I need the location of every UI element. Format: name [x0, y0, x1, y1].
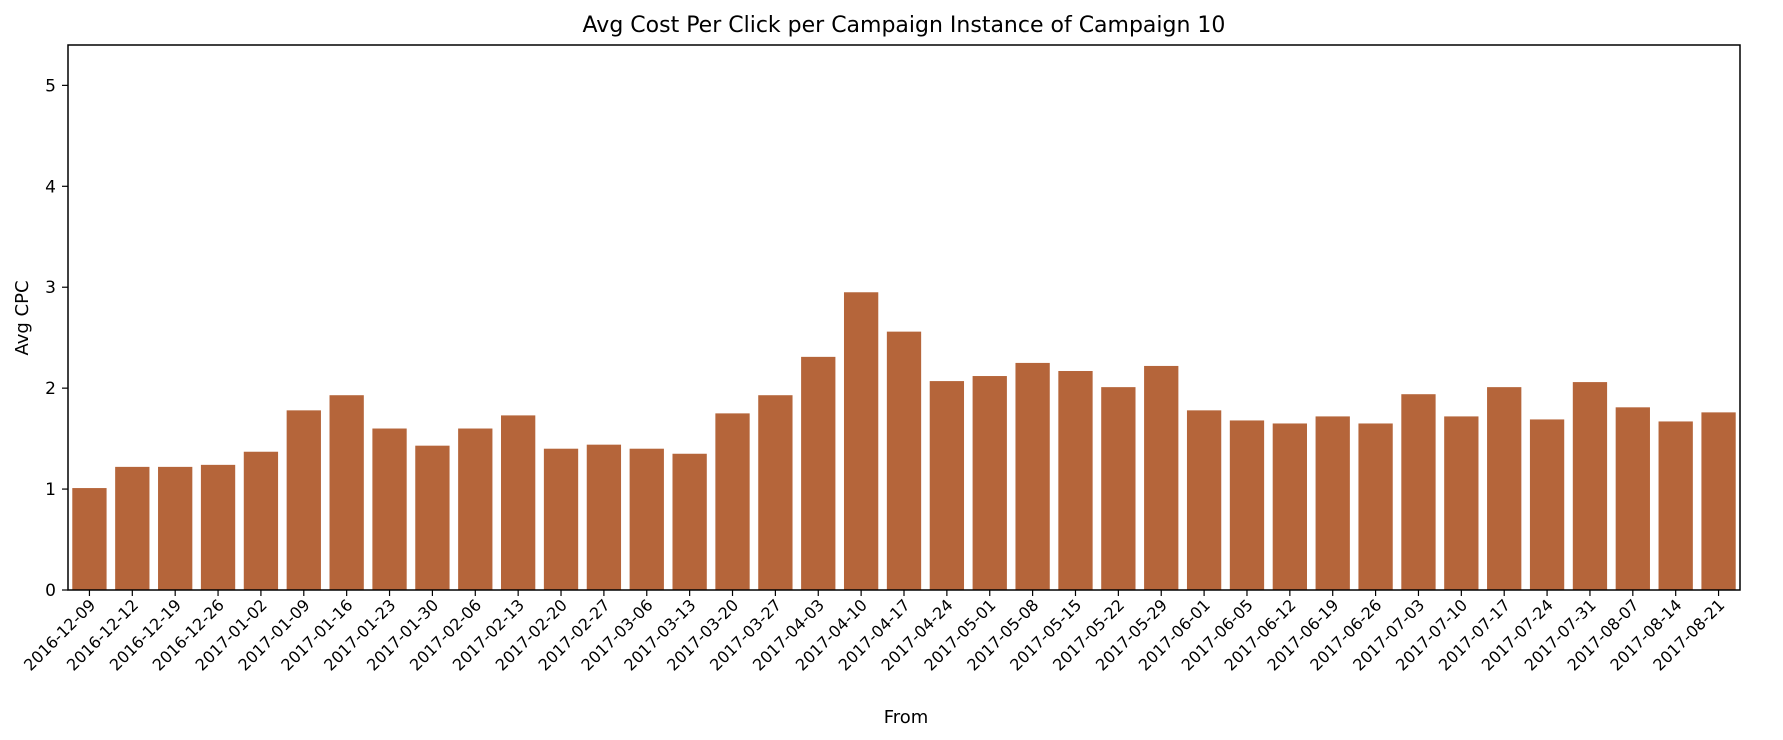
bar-2017-04-10: [843, 292, 879, 590]
bar-2017-05-29: [1144, 365, 1179, 590]
bar-2017-01-02: [243, 451, 279, 590]
y-axis-label: Avg CPC: [12, 280, 33, 355]
bar-2017-05-01: [972, 376, 1007, 590]
chart-title: Avg Cost Per Click per Campaign Instance…: [583, 13, 1226, 38]
bar-2017-03-06: [629, 448, 664, 590]
y-tick-label: 2: [45, 379, 56, 399]
bars-group: [72, 292, 1736, 590]
bar-2016-12-12: [115, 466, 150, 590]
bar-2017-08-14: [1658, 421, 1693, 590]
bar-2017-07-24: [1529, 419, 1565, 590]
bar-2017-02-06: [458, 428, 493, 590]
bar-2017-01-23: [372, 428, 407, 590]
bar-2017-07-31: [1572, 382, 1608, 590]
y-tick-label: 4: [45, 177, 56, 197]
bar-2017-05-08: [1015, 362, 1050, 590]
bar-2017-08-07: [1615, 407, 1650, 590]
bar-2017-07-03: [1401, 394, 1436, 590]
bar-2017-04-03: [801, 356, 836, 590]
bar-2017-06-12: [1272, 423, 1307, 590]
y-tick-label: 0: [45, 581, 56, 601]
bar-2017-02-27: [586, 444, 622, 590]
bar-2017-03-27: [758, 395, 793, 590]
bar-2017-05-22: [1101, 387, 1136, 590]
bar-2016-12-09: [72, 488, 107, 590]
y-tick-label: 5: [45, 76, 56, 96]
bar-2017-02-13: [501, 415, 536, 590]
bar-2017-07-17: [1487, 387, 1522, 590]
y-tick-label: 3: [45, 278, 56, 298]
bar-2017-01-09: [286, 410, 321, 590]
bar-2016-12-19: [158, 466, 193, 590]
bar-2017-07-10: [1444, 416, 1479, 590]
x-axis-label: From: [884, 707, 929, 728]
bar-2017-02-20: [543, 448, 579, 590]
bar-2017-06-19: [1315, 416, 1350, 590]
bar-2016-12-26: [200, 464, 236, 590]
bar-2017-06-05: [1229, 420, 1265, 590]
y-tick-label: 1: [45, 480, 56, 500]
bar-2017-06-26: [1358, 423, 1393, 590]
y-axis: 0 1 2 3 4 5: [45, 76, 68, 601]
plot-frame: [67, 44, 1741, 591]
bar-2017-04-17: [886, 331, 922, 590]
x-axis: 2016-12-092016-12-122016-12-192016-12-26…: [20, 590, 1728, 675]
bar-2017-08-21: [1701, 412, 1736, 590]
bar-2017-03-13: [672, 453, 707, 590]
bar-2017-01-30: [415, 445, 450, 590]
bar-2017-06-01: [1186, 410, 1222, 590]
bar-2017-01-16: [329, 395, 364, 590]
bar-2017-04-24: [929, 381, 965, 590]
bar-2017-03-20: [715, 413, 750, 590]
bar-2017-05-15: [1058, 370, 1093, 590]
